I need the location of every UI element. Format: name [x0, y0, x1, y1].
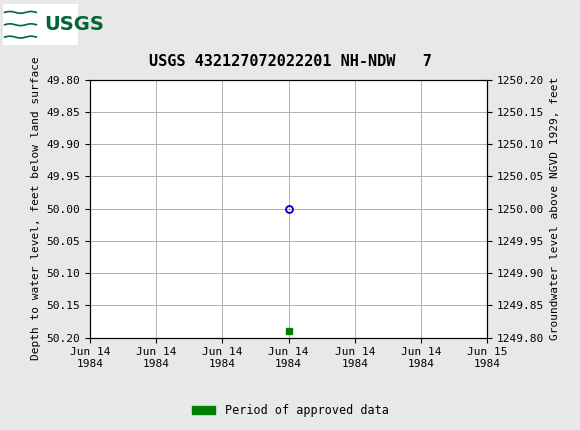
- Legend: Period of approved data: Period of approved data: [187, 399, 393, 422]
- Text: USGS 432127072022201 NH-NDW   7: USGS 432127072022201 NH-NDW 7: [148, 54, 432, 69]
- Y-axis label: Groundwater level above NGVD 1929, feet: Groundwater level above NGVD 1929, feet: [550, 77, 560, 340]
- FancyBboxPatch shape: [3, 4, 78, 46]
- Y-axis label: Depth to water level, feet below land surface: Depth to water level, feet below land su…: [31, 57, 41, 360]
- Text: USGS: USGS: [44, 15, 104, 34]
